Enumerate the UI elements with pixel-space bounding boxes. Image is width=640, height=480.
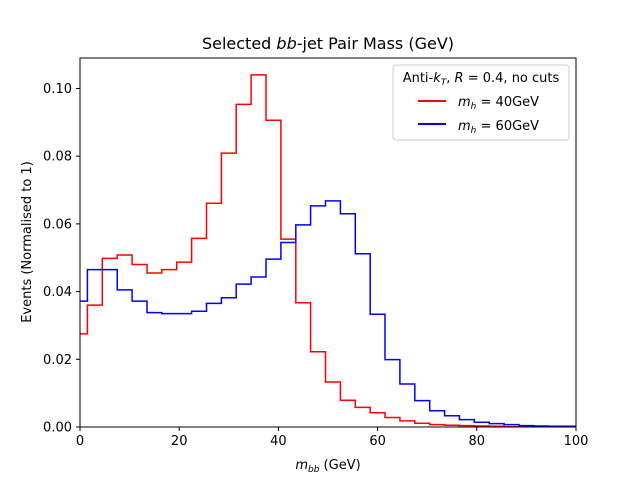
y-tick-label: 0.00 (43, 421, 72, 436)
x-tick-label: 20 (171, 434, 188, 449)
plot-frame (79, 57, 577, 428)
legend-box (392, 64, 570, 141)
x-tick-label: 60 (369, 434, 386, 449)
y-tick-label: 0.06 (43, 217, 72, 232)
x-axis-label: mbb (GeV) (295, 458, 360, 475)
y-tick-label: 0.10 (43, 82, 72, 97)
x-axis: 0 20 40 60 80 100 (76, 427, 589, 449)
x-tick-label: 0 (76, 434, 84, 449)
x-tick-label: 80 (469, 434, 486, 449)
legend-label-40gev: mh = 40GeV (458, 95, 539, 112)
x-tick-label: 100 (564, 434, 589, 449)
legend-label-60gev: mh = 60GeV (458, 119, 539, 136)
series-layer (80, 74, 576, 428)
series-line-40gev (80, 74, 576, 428)
legend-title: Anti-kT, R = 0.4, no cuts (403, 71, 560, 88)
y-axis-label: Events (Normalised to 1) (20, 161, 35, 323)
y-tick-label: 0.04 (43, 285, 72, 300)
x-tick-label: 40 (270, 434, 287, 449)
y-tick-label: 0.02 (43, 353, 72, 368)
y-axis: 0.00 0.02 0.04 0.06 0.08 0.10 (43, 82, 80, 436)
chart-title: Selected bb-jet Pair Mass (GeV) (202, 34, 454, 53)
series-line-60gev (80, 200, 576, 428)
y-tick-label: 0.08 (43, 150, 72, 165)
legend: Anti-kT, R = 0.4, no cuts mh = 40GeV mh … (392, 64, 570, 141)
